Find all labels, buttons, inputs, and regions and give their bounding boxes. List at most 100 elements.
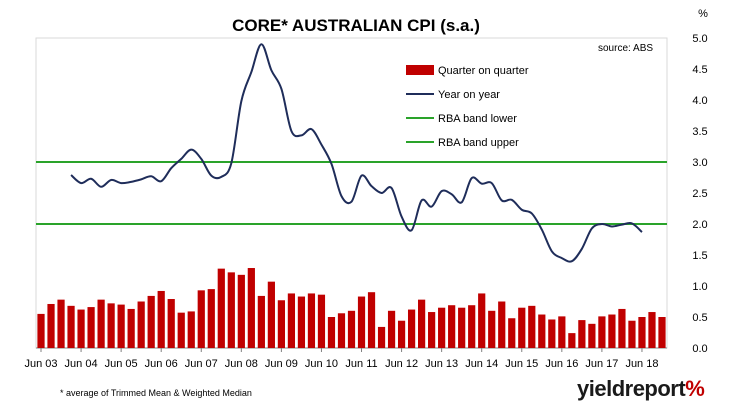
legend-label: Quarter on quarter bbox=[438, 65, 529, 77]
qoq-bar bbox=[217, 268, 225, 348]
qoq-bar bbox=[297, 296, 306, 348]
qoq-bar bbox=[87, 307, 95, 348]
x-tick-label: Jun 03 bbox=[24, 358, 57, 370]
plot-area bbox=[35, 37, 668, 349]
qoq-bar bbox=[628, 320, 636, 348]
y-tick-label: 3.5 bbox=[692, 126, 707, 138]
qoq-bar bbox=[458, 307, 466, 348]
chart-title: CORE* AUSTRALIAN CPI (s.a.) bbox=[232, 16, 480, 35]
qoq-bar bbox=[638, 317, 646, 348]
x-tick-label: Jun 17 bbox=[585, 358, 618, 370]
x-tick-label: Jun 05 bbox=[105, 358, 138, 370]
qoq-bar bbox=[57, 299, 65, 348]
qoq-bar bbox=[117, 304, 125, 348]
qoq-bar bbox=[237, 274, 245, 348]
y-tick-label: 2.0 bbox=[692, 219, 707, 231]
qoq-bar bbox=[137, 301, 145, 348]
x-tick-label: Jun 10 bbox=[305, 358, 338, 370]
x-tick-label: Jun 04 bbox=[65, 358, 98, 370]
qoq-bar bbox=[618, 308, 626, 348]
qoq-bar bbox=[277, 300, 285, 348]
qoq-bar bbox=[67, 305, 75, 348]
y-tick-label: 5.0 bbox=[692, 33, 707, 45]
qoq-bar bbox=[498, 301, 506, 348]
y-axis-ticks: 0.0 0.5 1.0 1.5 2.0 2.5 3.0 3.5 4.0 4.5 5.0 bbox=[692, 33, 707, 355]
qoq-bar bbox=[508, 318, 516, 348]
yoy-line bbox=[70, 43, 643, 263]
qoq-bar bbox=[337, 313, 346, 348]
qoq-bar bbox=[568, 333, 576, 348]
legend-label: RBA band upper bbox=[438, 137, 519, 149]
qoq-bar bbox=[598, 316, 606, 348]
qoq-bar bbox=[167, 299, 175, 348]
x-axis-ticks: Jun 03 Jun 04 Jun 05 Jun 06 Jun 07 Jun 08 Jun … bbox=[24, 347, 667, 370]
qoq-bar bbox=[187, 311, 195, 348]
qoq-bar bbox=[478, 293, 486, 348]
qoq-bar bbox=[418, 299, 426, 348]
x-tick-label: Jun 09 bbox=[265, 358, 298, 370]
y-tick-label: 1.5 bbox=[692, 250, 707, 262]
qoq-bar bbox=[377, 326, 386, 348]
y-tick-label: 0.5 bbox=[692, 312, 707, 324]
legend-swatch-qoq bbox=[406, 65, 434, 75]
source-label: source: ABS bbox=[598, 43, 653, 54]
qoq-bar bbox=[37, 313, 45, 348]
qoq-bar bbox=[177, 312, 185, 348]
qoq-bar bbox=[588, 323, 596, 348]
qoq-bar bbox=[387, 310, 396, 348]
y-tick-label: 4.5 bbox=[692, 64, 707, 76]
qoq-bar bbox=[247, 268, 255, 348]
qoq-bar bbox=[257, 295, 265, 348]
qoq-bar bbox=[147, 295, 155, 348]
x-tick-label: Jun 12 bbox=[385, 358, 418, 370]
y-tick-label: 1.0 bbox=[692, 281, 707, 293]
qoq-bar bbox=[207, 289, 215, 348]
qoq-bar bbox=[428, 312, 436, 348]
qoq-bar bbox=[77, 309, 85, 348]
qoq-bar bbox=[648, 312, 656, 348]
qoq-bar bbox=[227, 272, 235, 348]
x-tick-label: Jun 06 bbox=[145, 358, 178, 370]
qoq-bar bbox=[518, 307, 526, 348]
qoq-bar bbox=[608, 314, 616, 348]
qoq-bar bbox=[357, 296, 366, 348]
x-tick-label: Jun 14 bbox=[465, 358, 498, 370]
legend-label: Year on year bbox=[438, 89, 500, 101]
y-tick-label: 3.0 bbox=[692, 157, 707, 169]
x-tick-label: Jun 08 bbox=[225, 358, 258, 370]
qoq-bar bbox=[197, 290, 205, 348]
rba-band-lines bbox=[36, 161, 667, 225]
legend: Quarter on quarter Year on year RBA band l… bbox=[406, 65, 529, 149]
x-tick-label: Jun 07 bbox=[185, 358, 218, 370]
qoq-bar bbox=[488, 310, 496, 348]
qoq-bar bbox=[558, 316, 566, 348]
x-tick-label: Jun 16 bbox=[545, 358, 578, 370]
qoq-bar bbox=[107, 303, 115, 348]
qoq-bar bbox=[307, 293, 316, 348]
yieldreport-logo: yieldreport% bbox=[577, 376, 705, 401]
qoq-bar bbox=[367, 292, 376, 348]
y-tick-label: 0.0 bbox=[692, 343, 707, 355]
qoq-bar bbox=[578, 320, 586, 348]
y-tick-label: 2.5 bbox=[692, 188, 707, 200]
qoq-bar bbox=[407, 309, 416, 348]
qoq-bar bbox=[127, 308, 135, 348]
qoq-bar bbox=[157, 290, 165, 348]
qoq-bars bbox=[37, 268, 666, 348]
qoq-bar bbox=[97, 299, 105, 348]
qoq-bar bbox=[658, 317, 666, 348]
qoq-bar bbox=[287, 293, 296, 348]
qoq-bar bbox=[347, 310, 356, 348]
qoq-bar bbox=[438, 307, 446, 348]
qoq-bar bbox=[448, 305, 456, 348]
legend-label: RBA band lower bbox=[438, 113, 517, 125]
x-tick-label: Jun 18 bbox=[625, 358, 658, 370]
footnote: * average of Trimmed Mean & Weighted Med… bbox=[60, 388, 252, 398]
x-tick-label: Jun 15 bbox=[505, 358, 538, 370]
qoq-bar bbox=[468, 305, 476, 348]
qoq-bar bbox=[327, 317, 336, 348]
y-tick-label: 4.0 bbox=[692, 95, 707, 107]
qoq-bar bbox=[397, 320, 406, 348]
qoq-bar bbox=[528, 305, 536, 348]
